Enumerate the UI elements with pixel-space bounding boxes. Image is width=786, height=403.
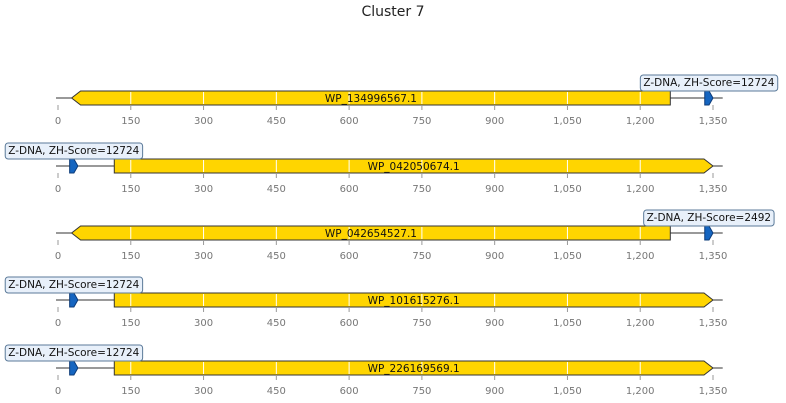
- axis-tick-label: 1,050: [553, 386, 582, 397]
- axis-tick-label: 150: [121, 184, 140, 195]
- axis-tick-label: 300: [194, 318, 213, 329]
- track-axis: 0 150 300 450 600 750 900 1,050 1,200 1,350: [55, 307, 728, 329]
- zdna-feature[interactable]: [704, 225, 714, 241]
- zdna-label-text: Z-DNA, ZH-Score=12724: [8, 279, 139, 291]
- axis-tick-label: 750: [412, 184, 431, 195]
- gene-arrow[interactable]: [113, 292, 714, 308]
- track-axis: 0 150 300 450 600 750 900 1,050 1,200 1,350: [55, 105, 728, 127]
- axis-tick-label: 1,350: [699, 116, 728, 127]
- axis-tick-label: 600: [340, 318, 359, 329]
- axis-tick-label: 1,350: [699, 251, 728, 262]
- zdna-feature[interactable]: [69, 292, 79, 308]
- zdna-label-box: [643, 209, 775, 227]
- gene-track-2: WP_042050674.1 Z-DNA, ZH-Score=12724 0 150 3…: [4, 142, 728, 195]
- zdna-label-box: [4, 276, 144, 294]
- axis-tick-label: 900: [485, 184, 504, 195]
- axis-tick-label: 0: [55, 386, 61, 397]
- gene-arrow[interactable]: [113, 360, 714, 376]
- axis-tick-label: 0: [55, 184, 61, 195]
- axis-tick-label: 450: [267, 116, 286, 127]
- axis-tick-label: 150: [121, 251, 140, 262]
- gene-arrow[interactable]: [70, 225, 671, 241]
- axis-tick-label: 0: [55, 318, 61, 329]
- axis-tick-label: 1,200: [626, 318, 655, 329]
- zdna-label-box: [4, 344, 144, 362]
- axis-tick-label: 300: [194, 116, 213, 127]
- track-axis: 0 150 300 450 600 750 900 1,050 1,200 1,350: [55, 375, 728, 397]
- axis-tick-label: 900: [485, 116, 504, 127]
- axis-tick-label: 1,200: [626, 251, 655, 262]
- axis-tick-label: 1,050: [553, 116, 582, 127]
- axis-tick-label: 900: [485, 318, 504, 329]
- zdna-label-text: Z-DNA, ZH-Score=12724: [643, 77, 774, 89]
- zdna-label: Z-DNA, ZH-Score=12724: [4, 142, 144, 160]
- zdna-label-text: Z-DNA, ZH-Score=2492: [647, 212, 771, 224]
- zdna-label-text: Z-DNA, ZH-Score=12724: [8, 145, 139, 157]
- axis-tick-label: 1,350: [699, 184, 728, 195]
- axis-tick-label: 600: [340, 184, 359, 195]
- gene-arrow[interactable]: [113, 158, 714, 174]
- gene-track-1: WP_134996567.1 Z-DNA, ZH-Score=12724 0 150 3…: [55, 74, 779, 127]
- gene-name-label: WP_042654527.1: [325, 228, 417, 240]
- axis-tick-label: 150: [121, 386, 140, 397]
- axis-tick-label: 450: [267, 318, 286, 329]
- axis-tick-label: 600: [340, 116, 359, 127]
- axis-tick-label: 450: [267, 251, 286, 262]
- gene-track-3: WP_042654527.1 Z-DNA, ZH-Score=2492 0 150 30…: [55, 209, 775, 262]
- axis-tick-label: 300: [194, 386, 213, 397]
- axis-tick-label: 600: [340, 251, 359, 262]
- axis-tick-label: 1,200: [626, 116, 655, 127]
- zdna-label: Z-DNA, ZH-Score=12724: [4, 276, 144, 294]
- axis-tick-label: 900: [485, 386, 504, 397]
- zdna-feature[interactable]: [704, 90, 714, 106]
- zdna-label: Z-DNA, ZH-Score=2492: [643, 209, 775, 227]
- zdna-feature[interactable]: [69, 158, 79, 174]
- axis-tick-label: 1,200: [626, 184, 655, 195]
- axis-tick-label: 750: [412, 318, 431, 329]
- zdna-label-box: [4, 142, 144, 160]
- zdna-label-text: Z-DNA, ZH-Score=12724: [8, 347, 139, 359]
- gene-track-5: WP_226169569.1 Z-DNA, ZH-Score=12724 0 150 3…: [4, 344, 728, 397]
- axis-tick-label: 0: [55, 116, 61, 127]
- gene-arrow[interactable]: [70, 90, 671, 106]
- zdna-label: Z-DNA, ZH-Score=12724: [639, 74, 779, 92]
- axis-tick-label: 150: [121, 116, 140, 127]
- zdna-label: Z-DNA, ZH-Score=12724: [4, 344, 144, 362]
- axis-tick-label: 1,050: [553, 318, 582, 329]
- axis-tick-label: 1,350: [699, 386, 728, 397]
- axis-tick-label: 600: [340, 386, 359, 397]
- axis-tick-label: 750: [412, 251, 431, 262]
- axis-tick-label: 150: [121, 318, 140, 329]
- axis-tick-label: 300: [194, 184, 213, 195]
- axis-tick-label: 900: [485, 251, 504, 262]
- gene-track-4: WP_101615276.1 Z-DNA, ZH-Score=12724 0 150 3…: [4, 276, 728, 329]
- gene-name-label: WP_101615276.1: [368, 295, 460, 307]
- track-axis: 0 150 300 450 600 750 900 1,050 1,200 1,350: [55, 240, 728, 262]
- axis-tick-label: 1,050: [553, 184, 582, 195]
- zdna-label-box: [639, 74, 779, 92]
- axis-tick-label: 450: [267, 184, 286, 195]
- axis-tick-label: 0: [55, 251, 61, 262]
- zdna-feature[interactable]: [69, 360, 79, 376]
- axis-tick-label: 450: [267, 386, 286, 397]
- gene-name-label: WP_134996567.1: [325, 93, 417, 105]
- gene-name-label: WP_226169569.1: [368, 363, 460, 375]
- gene-name-label: WP_042050674.1: [368, 161, 460, 173]
- axis-tick-label: 1,050: [553, 251, 582, 262]
- axis-tick-label: 1,200: [626, 386, 655, 397]
- axis-tick-label: 1,350: [699, 318, 728, 329]
- axis-tick-label: 750: [412, 386, 431, 397]
- axis-tick-label: 750: [412, 116, 431, 127]
- track-axis: 0 150 300 450 600 750 900 1,050 1,200 1,350: [55, 173, 728, 195]
- figure-title: Cluster 7: [361, 4, 425, 20]
- axis-tick-label: 300: [194, 251, 213, 262]
